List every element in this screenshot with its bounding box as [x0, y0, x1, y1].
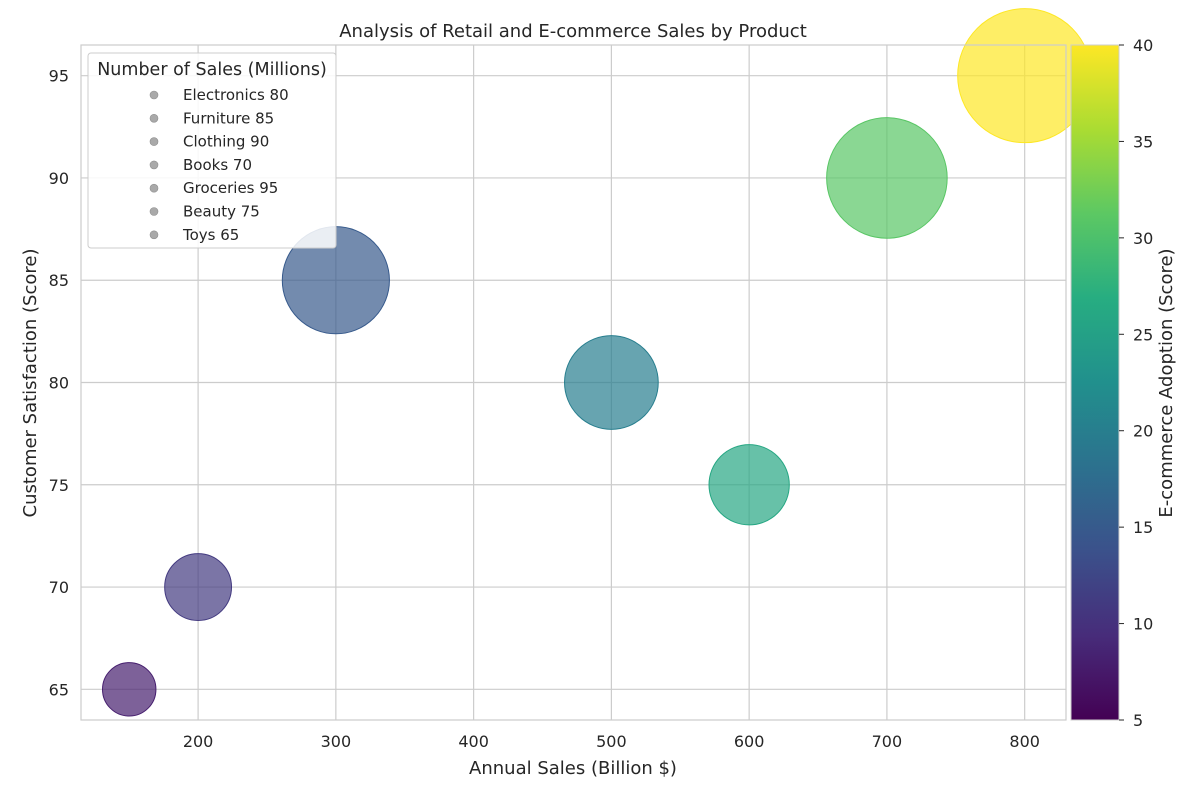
data-bubble	[164, 553, 233, 621]
y-tick-label: 70	[49, 578, 69, 597]
legend-marker	[149, 90, 159, 100]
x-tick-label: 700	[872, 732, 903, 751]
legend-marker	[149, 160, 159, 170]
colorbar-tick-label: 30	[1133, 229, 1153, 248]
x-axis-label: Annual Sales (Billion $)	[469, 758, 677, 779]
legend-marker	[149, 230, 159, 240]
colorbar-tick-label: 5	[1133, 711, 1143, 730]
colorbar-tick-label: 25	[1133, 325, 1153, 344]
legend: Number of Sales (Millions) Electronics 8…	[87, 52, 337, 249]
data-bubble	[564, 335, 659, 430]
bubble-layer	[102, 8, 1093, 717]
legend-entry-label: Books 70	[183, 156, 252, 174]
colorbar-tick-label: 35	[1133, 132, 1153, 151]
x-tick-label: 300	[321, 732, 352, 751]
colorbar-tick-label: 10	[1133, 615, 1153, 634]
legend-marker	[149, 207, 159, 216]
data-bubble	[826, 117, 948, 239]
legend-entry-label: Toys 65	[182, 226, 239, 244]
y-axis-label: Customer Satisfaction (Score)	[20, 249, 41, 518]
data-bubble	[102, 662, 157, 717]
legend-entry-label: Furniture 85	[183, 109, 274, 127]
colorbar-gradient	[1070, 44, 1120, 721]
y-tick-label: 65	[49, 680, 69, 699]
legend-entry-label: Clothing 90	[183, 133, 269, 151]
legend-entries: Electronics 80 Furniture 85 Clothing 90 Boo…	[149, 86, 289, 244]
x-tick-label: 600	[734, 732, 765, 751]
chart-title: Analysis of Retail and E-commerce Sales …	[339, 21, 807, 42]
legend-marker	[149, 114, 159, 123]
x-tick-label: 200	[183, 732, 214, 751]
colorbar-tick-label: 40	[1133, 36, 1153, 55]
legend-entry-label: Groceries 95	[183, 179, 278, 197]
y-tick-label: 80	[49, 374, 69, 393]
data-bubble	[708, 444, 790, 526]
x-tick-labels: 200 300 400 500 600 700 800	[183, 732, 1040, 751]
y-tick-label: 90	[49, 169, 69, 188]
legend-entry-label: Beauty 75	[183, 203, 260, 221]
plot-border	[80, 44, 1067, 721]
colorbar-tick-label: 15	[1133, 518, 1153, 537]
legend-title: Number of Sales (Millions)	[97, 60, 327, 80]
colorbar-tick-label: 20	[1133, 422, 1153, 441]
colorbar-label: E-commerce Adoption (Score)	[1156, 248, 1177, 517]
y-tick-label: 95	[49, 67, 69, 86]
y-tick-label: 75	[49, 476, 69, 495]
y-tick-label: 85	[49, 271, 69, 290]
x-tick-label: 800	[1009, 732, 1040, 751]
x-tick-label: 500	[596, 732, 627, 751]
colorbar: 5 10 15 20 25 30 35 40 E-commerce Adoption (Sco…	[1070, 36, 1177, 730]
legend-marker	[149, 137, 159, 146]
legend-marker	[149, 183, 159, 193]
x-tick-label: 400	[458, 732, 489, 751]
legend-entry-label: Electronics 80	[183, 86, 289, 104]
y-tick-labels: 65 70 75 80 85 90 95	[49, 67, 69, 700]
legend-box	[87, 52, 337, 249]
colorbar-tick-labels: 5 10 15 20 25 30 35 40	[1119, 36, 1153, 730]
